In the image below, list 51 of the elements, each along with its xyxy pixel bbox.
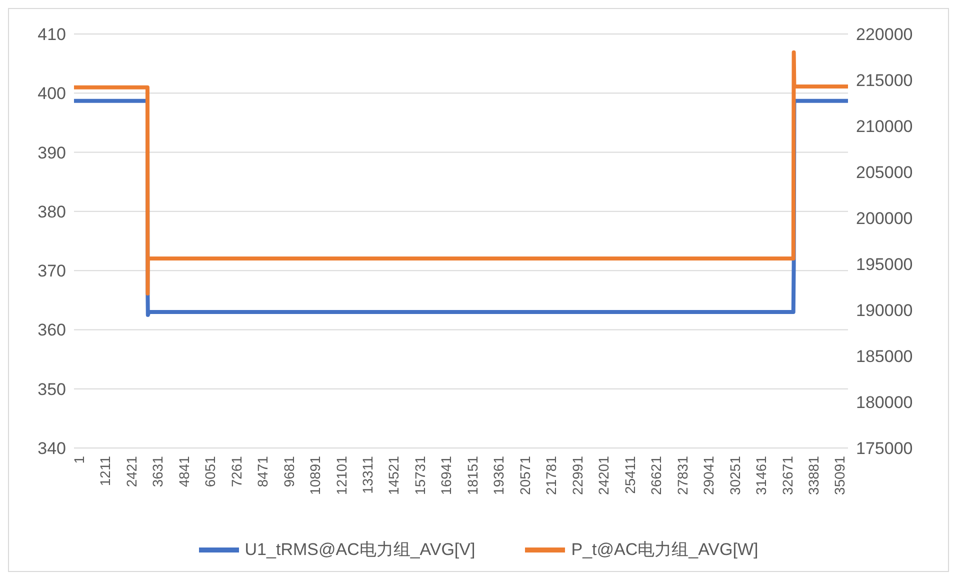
x-tick-label: 24201	[596, 456, 612, 495]
x-tick-label: 4841	[176, 456, 192, 488]
x-tick-label: 16941	[438, 456, 454, 495]
y2-tick-label: 175000	[856, 439, 913, 458]
y-tick-label: 400	[38, 84, 66, 104]
y2-tick-label: 180000	[856, 393, 913, 412]
x-tick-label: 26621	[648, 456, 664, 495]
x-tick-label: 7261	[228, 456, 244, 488]
x-tick-label: 21781	[543, 456, 560, 495]
y-tick-label: 370	[38, 262, 66, 281]
y2-tick-label: 215000	[856, 71, 913, 90]
x-tick-label: 31461	[753, 456, 770, 495]
x-tick-label: 18151	[464, 456, 480, 495]
x-tick-label: 32671	[779, 456, 796, 495]
y2-tick-label: 185000	[856, 347, 913, 366]
x-tick-label: 1211	[97, 456, 114, 486]
x-tick-label: 15731	[412, 456, 428, 495]
x-tick-label: 14521	[386, 456, 402, 495]
x-tick-label: 27831	[674, 456, 690, 495]
y-tick-label: 340	[38, 439, 66, 458]
x-tick-label: 1	[70, 456, 87, 464]
y2-tick-label: 205000	[856, 163, 913, 182]
x-tick-label: 2421	[123, 456, 140, 488]
y2-tick-label: 210000	[856, 117, 913, 136]
legend-label: U1_tRMS@AC电力组_AVG[V]	[244, 539, 476, 561]
x-tick-label: 33881	[806, 456, 822, 495]
y-tick-label: 410	[38, 25, 66, 44]
line-series	[74, 50, 848, 296]
y-tick-label: 390	[38, 143, 66, 162]
y-tick-label: 360	[38, 320, 66, 340]
x-tick-label: 22991	[569, 456, 586, 495]
x-tick-label: 3631	[150, 456, 166, 488]
legend-label: P_t@AC电力组_AVG[W]	[571, 539, 758, 561]
x-tick-label: 35091	[832, 456, 848, 495]
x-tick-label: 20571	[516, 456, 533, 495]
y-tick-label: 380	[38, 202, 66, 222]
x-tick-label: 19361	[490, 456, 507, 495]
y2-tick-label: 220000	[856, 25, 913, 44]
y2-tick-label: 190000	[856, 301, 913, 320]
x-tick-label: 29041	[700, 456, 717, 495]
y2-tick-label: 200000	[856, 209, 913, 228]
x-tick-label: 8471	[254, 456, 271, 488]
x-tick-label: 30251	[726, 456, 743, 495]
y2-tick-label: 195000	[856, 255, 913, 274]
x-tick-label: 10891	[307, 456, 324, 495]
x-tick-label: 12101	[333, 456, 350, 495]
x-tick-label: 13311	[360, 456, 376, 494]
x-tick-label: 6051	[202, 456, 218, 488]
x-tick-label: 9681	[280, 456, 297, 488]
y-tick-label: 350	[38, 380, 66, 399]
x-tick-label: 25411	[622, 456, 638, 494]
